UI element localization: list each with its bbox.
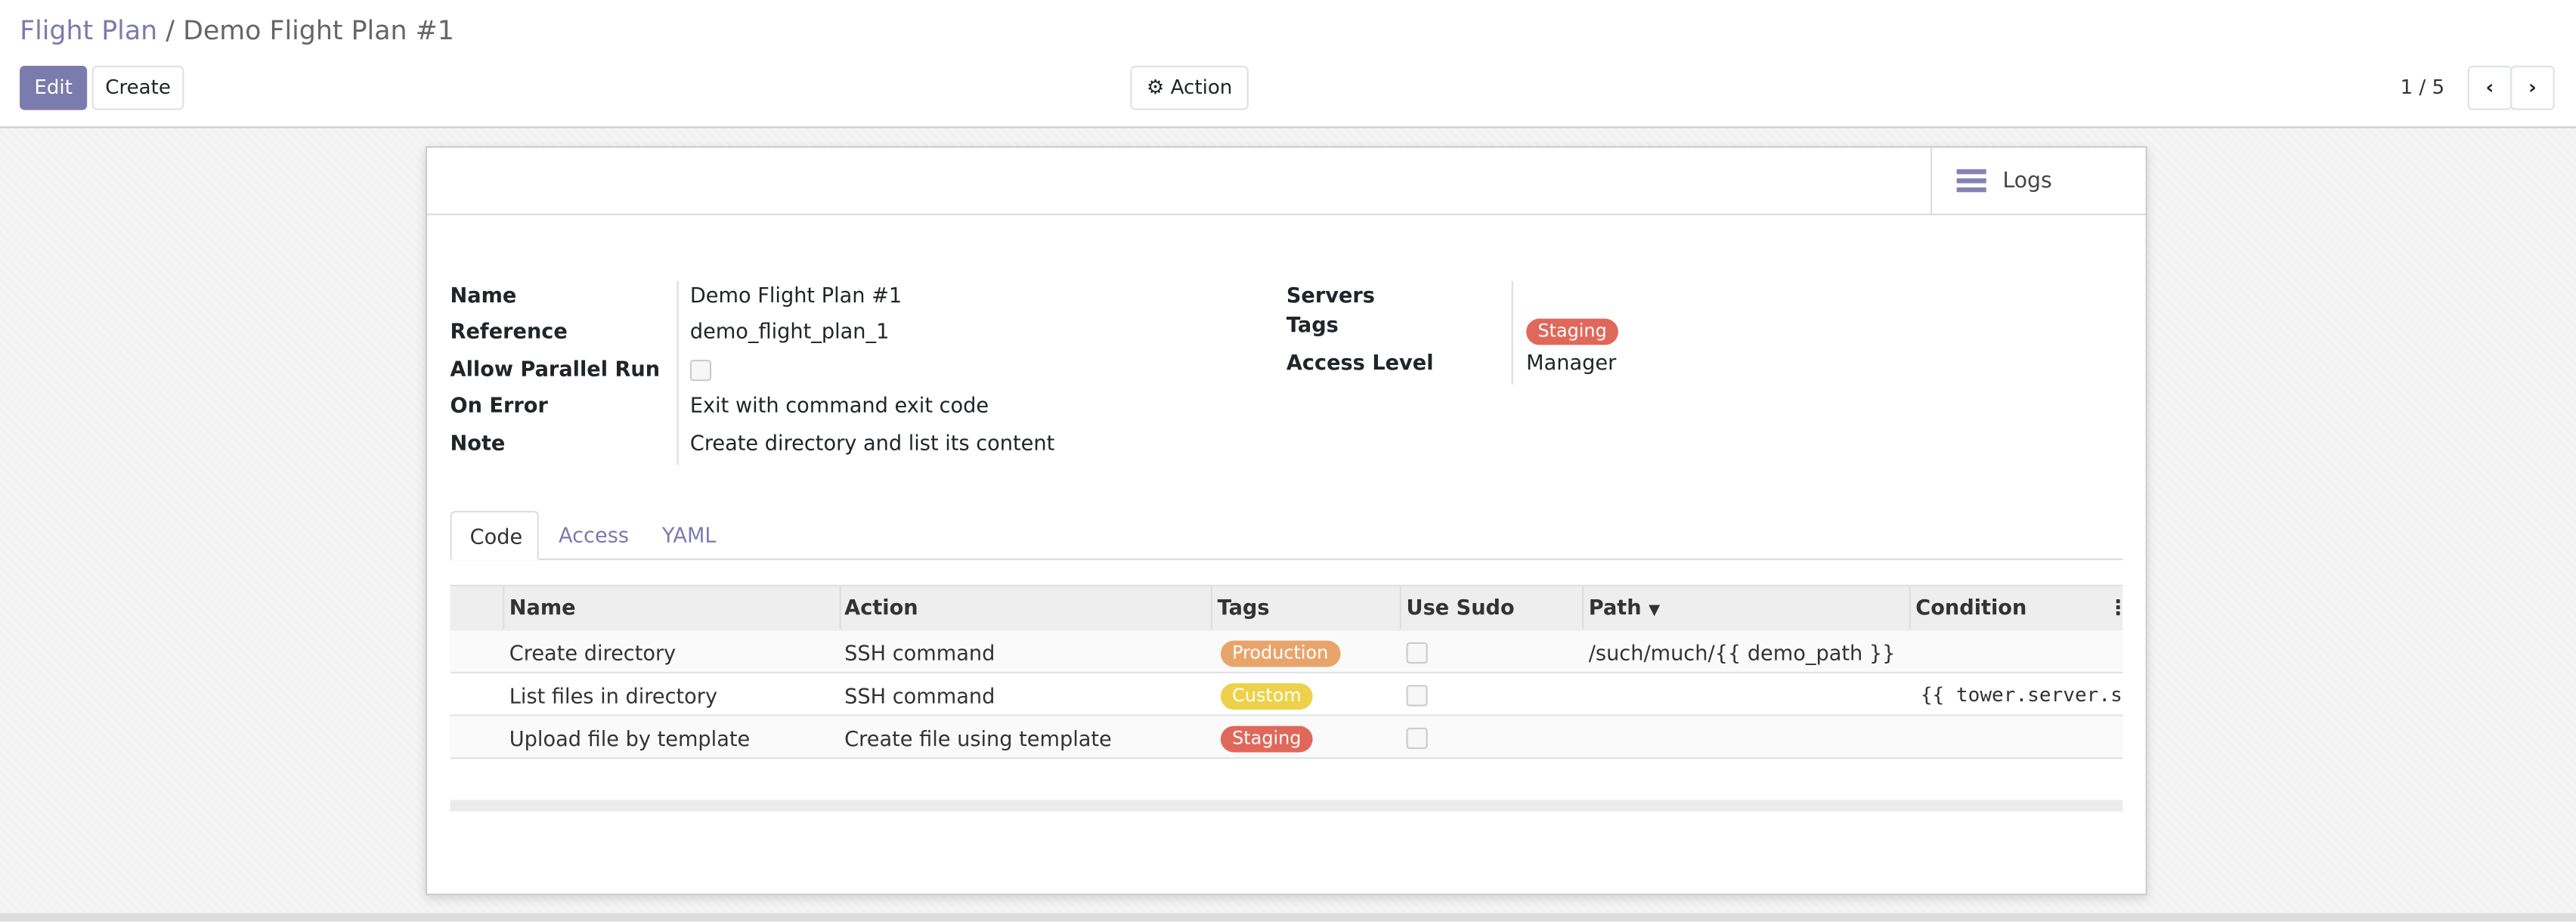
row-action: SSH command bbox=[844, 640, 995, 666]
list-icon bbox=[1956, 169, 1986, 193]
create-button[interactable]: Create bbox=[91, 65, 184, 110]
breadcrumb-current: Demo Flight Plan #1 bbox=[183, 14, 454, 46]
on-error-value: Exit with command exit code bbox=[689, 392, 989, 418]
logs-button[interactable]: Logs bbox=[1930, 147, 2146, 214]
column-separator[interactable] bbox=[839, 586, 841, 630]
button-box: Logs bbox=[427, 147, 2146, 215]
row-tag-badge: Production bbox=[1220, 640, 1340, 667]
reference-label: Reference bbox=[450, 318, 568, 344]
row-name: Upload file by template bbox=[509, 726, 751, 751]
column-header-use-sudo[interactable]: Use Sudo bbox=[1406, 594, 1515, 620]
action-label: Action bbox=[1170, 75, 1233, 99]
row-use-sudo-checkbox[interactable] bbox=[1406, 727, 1428, 750]
column-separator[interactable] bbox=[503, 586, 505, 630]
column-separator[interactable] bbox=[1582, 586, 1584, 630]
optional-columns-icon[interactable]: ⋮ bbox=[2107, 594, 2129, 620]
name-value: Demo Flight Plan #1 bbox=[689, 282, 903, 308]
divider bbox=[1511, 280, 1513, 385]
form-sheet: Logs bbox=[425, 146, 2147, 896]
note-label: Note bbox=[450, 430, 506, 456]
tab-yaml[interactable]: YAML bbox=[661, 522, 717, 547]
logs-label: Logs bbox=[2002, 169, 2052, 194]
row-use-sudo-checkbox[interactable] bbox=[1406, 685, 1428, 707]
tags-value: Staging bbox=[1526, 312, 1618, 345]
tags-label: Tags bbox=[1286, 311, 1339, 337]
table-header bbox=[450, 584, 2123, 636]
divider bbox=[0, 913, 2576, 922]
access-level-value: Manager bbox=[1526, 349, 1617, 375]
column-separator[interactable] bbox=[1909, 586, 1911, 630]
row-tag-badge: Custom bbox=[1220, 683, 1313, 710]
next-button[interactable]: › bbox=[2510, 65, 2555, 110]
chevron-left-icon: ‹ bbox=[2485, 75, 2494, 99]
previous-button[interactable]: ‹ bbox=[2467, 65, 2513, 110]
path-header-label: Path bbox=[1588, 594, 1642, 620]
column-header-name[interactable]: Name bbox=[509, 594, 576, 620]
column-header-condition[interactable]: Condition bbox=[1915, 594, 2027, 620]
row-condition: {{ tower.server.st bbox=[1920, 683, 2123, 707]
tag-badge: Staging bbox=[1526, 318, 1618, 345]
sort-desc-icon: ▼ bbox=[1649, 602, 1661, 620]
breadcrumb-separator: / bbox=[166, 14, 175, 46]
column-separator[interactable] bbox=[1399, 586, 1401, 630]
row-path: /such/much/{{ demo_path }} bbox=[1588, 640, 1896, 666]
column-header-tags[interactable]: Tags bbox=[1217, 594, 1270, 620]
column-separator[interactable] bbox=[1210, 586, 1213, 630]
note-value: Create directory and list its content bbox=[689, 430, 1055, 456]
gear-icon: ⚙ bbox=[1146, 75, 1165, 99]
servers-label: Servers bbox=[1286, 282, 1375, 308]
tabs-divider bbox=[450, 558, 2123, 561]
divider bbox=[0, 126, 2576, 128]
row-use-sudo-checkbox[interactable] bbox=[1406, 642, 1428, 664]
edit-button[interactable]: Edit bbox=[20, 65, 88, 110]
row-action: SSH command bbox=[844, 683, 995, 708]
column-header-action[interactable]: Action bbox=[844, 594, 918, 620]
row-action: Create file using template bbox=[844, 726, 1112, 751]
tab-access[interactable]: Access bbox=[558, 522, 630, 547]
action-button[interactable]: ⚙ Action bbox=[1130, 65, 1249, 110]
row-name: List files in directory bbox=[509, 683, 718, 708]
divider bbox=[677, 280, 679, 466]
on-error-label: On Error bbox=[450, 392, 548, 418]
parallel-run-checkbox[interactable] bbox=[689, 359, 712, 382]
column-header-path[interactable]: Path ▼ bbox=[1589, 595, 1660, 620]
horizontal-scrollbar[interactable] bbox=[450, 800, 2123, 812]
access-level-label: Access Level bbox=[1286, 349, 1434, 375]
breadcrumb-flight-plan-link[interactable]: Flight Plan bbox=[20, 14, 158, 46]
reference-value: demo_flight_plan_1 bbox=[689, 318, 890, 344]
chevron-right-icon: › bbox=[2528, 75, 2537, 99]
row-name: Create directory bbox=[509, 640, 677, 666]
row-tag-badge: Staging bbox=[1220, 726, 1313, 753]
parallel-run-label: Allow Parallel Run bbox=[450, 356, 661, 382]
name-label: Name bbox=[450, 282, 517, 308]
tab-code[interactable]: Code bbox=[450, 510, 539, 561]
pager-value[interactable]: 1 / 5 bbox=[2400, 75, 2445, 99]
breadcrumb: Flight Plan / Demo Flight Plan #1 bbox=[20, 15, 454, 46]
